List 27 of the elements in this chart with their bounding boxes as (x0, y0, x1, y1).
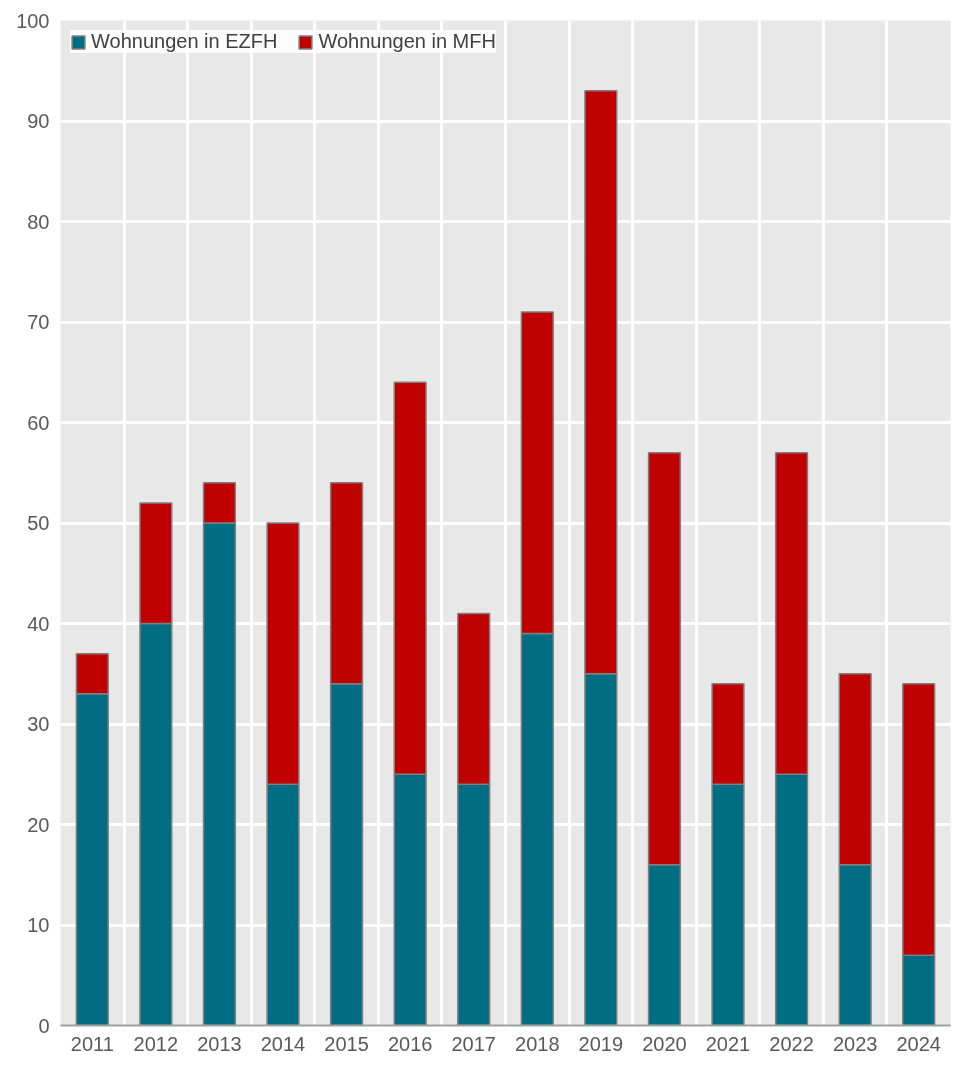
x-tick-label: 2011 (70, 1032, 114, 1055)
y-tick-label: 100 (16, 9, 50, 32)
y-tick-label: 30 (27, 713, 50, 735)
x-tick-label: 2014 (260, 1032, 306, 1055)
x-tick-label: 2013 (197, 1032, 242, 1055)
legend-label: Wohnungen in MFH (318, 30, 496, 53)
x-tick-label: 2021 (705, 1032, 751, 1055)
x-tick-label: 2024 (896, 1032, 941, 1055)
y-tick-label: 50 (27, 512, 50, 534)
y-tick-label: 40 (27, 612, 50, 635)
y-tick-label: 0 (38, 1014, 50, 1037)
x-tick-label: 2020 (642, 1032, 687, 1055)
y-tick-label: 20 (27, 813, 50, 836)
x-tick-label: 2012 (133, 1032, 179, 1055)
y-tick-label: 10 (27, 914, 50, 936)
y-tick-label: 90 (27, 110, 50, 132)
y-tick-label: 80 (27, 210, 50, 233)
x-tick-label: 2023 (832, 1032, 878, 1055)
x-tick-label: 2015 (324, 1032, 369, 1055)
x-tick-label: 2016 (387, 1032, 433, 1055)
x-tick-label: 2019 (578, 1032, 624, 1055)
legend-label: Wohnungen in EZFH (91, 30, 278, 53)
y-tick-label: 70 (27, 311, 50, 333)
x-tick-label: 2018 (515, 1032, 560, 1055)
y-tick-label: 60 (27, 411, 50, 434)
x-tick-label: 2022 (769, 1032, 814, 1055)
x-tick-label: 2017 (451, 1032, 496, 1055)
